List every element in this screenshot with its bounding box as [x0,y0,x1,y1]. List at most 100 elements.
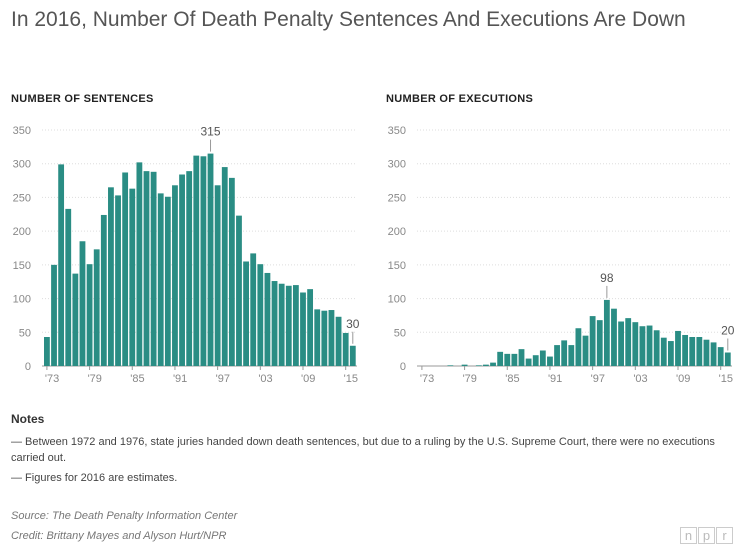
bar [582,335,589,366]
bar [568,345,575,366]
sentences-bar-chart: 0 50 100 150 200 250 300 350 '73 '79 '85 '91 '97 '03 '… [13,125,360,385]
bar [475,365,482,366]
bar [186,171,193,366]
bar [611,308,617,366]
bar [689,337,696,366]
bar [79,241,86,366]
bar [228,177,235,366]
bar [44,337,50,366]
bar [653,330,660,366]
bar [179,174,185,366]
y-tick-label: 250 [13,192,31,204]
bar [164,196,171,366]
bar [58,164,65,366]
note-2: — Figures for 2016 are estimates. [11,472,178,484]
y-tick-label: 150 [13,260,31,272]
bar [150,171,157,366]
x-tick-label: '15 [344,373,358,385]
x-tick-label: '91 [173,373,187,385]
x-tick-label: '85 [130,373,144,385]
data-label: 30 [346,317,360,331]
x-tick-label: '15 [719,373,733,385]
y-tick-label: 50 [394,327,406,339]
x-tick-label: '09 [676,373,690,385]
bar [136,162,143,366]
bar [285,285,292,366]
bar [561,340,568,366]
bar [214,185,221,366]
y-tick-label: 0 [25,361,31,373]
bar [264,272,271,366]
bar [646,325,653,366]
bar [157,193,164,366]
executions-chart-title: NUMBER OF EXECUTIONS [386,93,534,105]
bar [497,351,504,366]
y-tick-label: 350 [388,125,406,137]
bar [143,171,150,366]
executions-bar-chart: 0 50 100 150 200 250 300 350 '73 '79 '85 '91 '97 '03 '… [388,125,735,385]
bar [321,310,328,366]
bar [300,292,306,366]
bar [618,321,624,366]
note-1: — Between 1972 and 1976, state juries ha… [11,436,715,464]
data-label: 315 [201,125,221,139]
bar [307,289,314,366]
bar [504,353,511,366]
bar [72,273,79,366]
x-tick-label: '03 [258,373,272,385]
bar [483,364,489,366]
data-label: 20 [721,324,735,338]
bar [717,347,724,366]
bar [172,185,178,366]
y-tick-label: 200 [13,226,31,238]
x-tick-label: '73 [45,373,59,385]
y-tick-label: 100 [388,294,406,306]
bar [115,195,121,366]
notes-heading: Notes [11,412,45,426]
bar [108,187,114,366]
bar [660,337,667,366]
y-tick-label: 50 [19,327,31,339]
bar [193,155,200,366]
bar [221,167,228,366]
bar [447,365,454,366]
y-tick-label: 0 [400,361,406,373]
bar [703,339,710,366]
x-tick-label: '91 [548,373,562,385]
bar [257,264,264,366]
bar [589,316,596,366]
bar [667,341,674,366]
y-tick-label: 200 [388,226,406,238]
data-label: 98 [600,271,614,285]
bar [100,214,107,366]
npr-logo[interactable]: n p r [679,527,733,544]
y-tick-label: 300 [388,159,406,171]
bar [724,352,731,366]
bar [314,309,321,366]
bar [65,208,72,366]
bar [675,330,681,366]
sentences-chart-title: NUMBER OF SENTENCES [11,93,154,105]
bar [243,261,249,366]
bar [682,334,689,366]
source-text: Source: The Death Penalty Information Ce… [11,510,238,522]
bar [511,353,518,366]
bar [271,281,278,366]
bar [490,362,496,366]
bar [129,188,136,366]
x-tick-label: '73 [420,373,434,385]
y-tick-label: 350 [13,125,31,137]
bar [575,328,582,366]
bar [547,356,553,366]
bar [200,156,207,366]
bar [86,264,93,366]
logo-letter-p: p [698,527,715,544]
bar [250,253,257,366]
bar [518,349,525,366]
y-tick-label: 250 [388,192,406,204]
x-tick-label: '09 [301,373,315,385]
bar [710,342,717,366]
y-tick-label: 150 [388,260,406,272]
chart-title: In 2016, Number Of Death Penalty Sentenc… [11,8,686,31]
x-tick-label: '79 [88,373,102,385]
